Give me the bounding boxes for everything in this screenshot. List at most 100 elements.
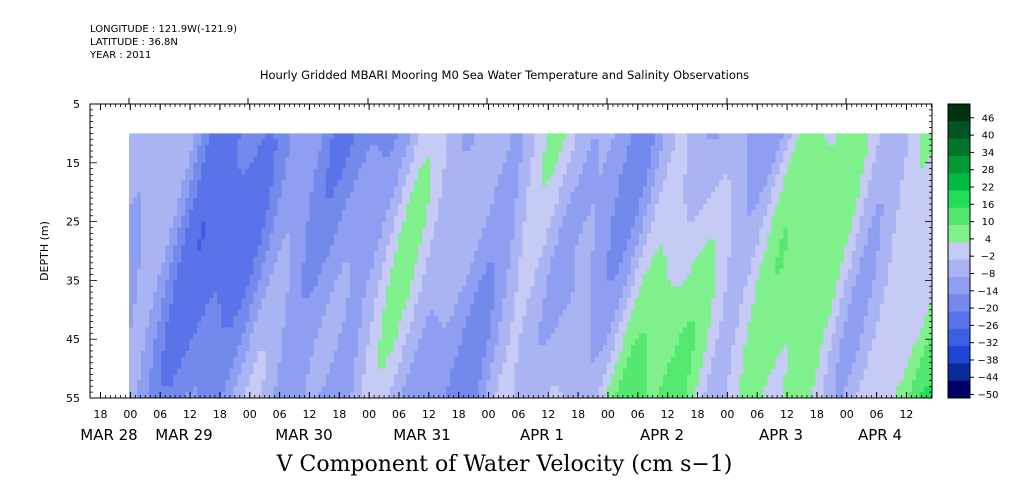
heatmap-cell <box>377 303 383 311</box>
heatmap-cell <box>161 168 166 175</box>
heatmap-cell <box>289 339 295 346</box>
heatmap-cell <box>281 168 286 175</box>
heatmap-cell <box>478 239 483 246</box>
heatmap-cell <box>490 339 495 346</box>
heatmap-cell <box>522 221 527 228</box>
heatmap-cell <box>522 356 527 364</box>
heatmap-cell <box>153 262 158 270</box>
heatmap-cell <box>534 321 539 328</box>
heatmap-cell <box>137 339 142 346</box>
heatmap-cell <box>133 174 138 181</box>
heatmap-cell <box>482 392 487 399</box>
heatmap-cell <box>430 315 435 322</box>
heatmap-cell <box>245 209 250 217</box>
heatmap-cell <box>398 192 403 199</box>
heatmap-cell <box>341 209 347 217</box>
heatmap-cell <box>221 362 226 369</box>
heatmap-cell <box>249 356 254 364</box>
heatmap-cell <box>402 256 407 264</box>
heatmap-cell <box>137 333 142 340</box>
heatmap-cell <box>229 239 234 246</box>
heatmap-cell <box>285 221 290 228</box>
heatmap-cell <box>229 198 234 205</box>
heatmap-cell <box>293 239 299 246</box>
heatmap-cell <box>373 251 379 258</box>
heatmap-cell <box>205 180 210 187</box>
heatmap-cell <box>293 245 299 252</box>
heatmap-cell <box>554 162 560 170</box>
heatmap-cell <box>205 315 210 322</box>
heatmap-cell <box>213 345 218 352</box>
heatmap-cell <box>438 392 443 399</box>
heatmap-cell <box>133 292 138 299</box>
heatmap-cell <box>430 233 435 240</box>
heatmap-cell <box>249 251 254 258</box>
heatmap-cell <box>193 256 198 264</box>
heatmap-cell <box>442 209 447 217</box>
heatmap-cell <box>454 309 459 317</box>
heatmap-cell <box>530 192 535 199</box>
heatmap-cell <box>149 239 154 246</box>
heatmap-cell <box>410 286 415 293</box>
heatmap-cell <box>458 392 463 399</box>
heatmap-cell <box>514 298 519 305</box>
heatmap-cell <box>177 239 182 246</box>
heatmap-cell <box>277 145 282 152</box>
heatmap-cell <box>313 303 319 311</box>
heatmap-cell <box>478 198 483 205</box>
heatmap-cell <box>353 256 359 264</box>
heatmap-cell <box>317 198 323 205</box>
heatmap-cell <box>373 309 379 317</box>
heatmap-cell <box>410 362 415 369</box>
heatmap-cell <box>217 227 222 234</box>
heatmap-cell <box>430 209 435 217</box>
heatmap-cell <box>538 298 543 305</box>
heatmap-cell <box>514 303 519 311</box>
heatmap-cell <box>297 292 303 299</box>
heatmap-cell <box>502 256 507 264</box>
heatmap-cell <box>173 286 178 293</box>
heatmap-cell <box>305 151 311 158</box>
heatmap-cell <box>414 309 419 317</box>
heatmap-cell <box>446 362 451 369</box>
heatmap-cell <box>373 333 379 340</box>
heatmap-cell <box>406 209 411 217</box>
heatmap-cell <box>317 339 323 346</box>
heatmap-cell <box>193 168 198 175</box>
heatmap-cell <box>514 362 519 369</box>
heatmap-cell <box>562 374 568 381</box>
heatmap-cell <box>490 292 495 299</box>
heatmap-cell <box>293 262 299 270</box>
heatmap-cell <box>297 174 303 181</box>
heatmap-cell <box>177 303 182 311</box>
heatmap-cell <box>329 139 335 146</box>
heatmap-cell <box>129 380 134 387</box>
heatmap-cell <box>482 298 487 305</box>
heatmap-cell <box>197 309 202 317</box>
heatmap-cell <box>502 368 507 375</box>
heatmap-cell <box>301 162 307 170</box>
heatmap-cell <box>177 180 182 187</box>
heatmap-cell <box>357 274 363 281</box>
heatmap-cell <box>430 274 435 281</box>
heatmap-cell <box>546 386 551 393</box>
heatmap-cell <box>273 315 278 322</box>
heatmap-cell <box>422 262 427 270</box>
heatmap-cell <box>486 315 491 322</box>
heatmap-cell <box>241 350 246 358</box>
heatmap-cell <box>538 239 543 246</box>
heatmap-cell <box>502 180 507 187</box>
heatmap-cell <box>365 215 371 222</box>
heatmap-cell <box>225 333 230 340</box>
heatmap-cell <box>361 345 367 352</box>
heatmap-cell <box>345 245 351 252</box>
heatmap-cell <box>510 215 515 222</box>
heatmap-cell <box>393 362 399 369</box>
heatmap-cell <box>538 245 543 252</box>
heatmap-cell <box>329 251 335 258</box>
heatmap-cell <box>349 315 355 322</box>
heatmap-cell <box>181 309 186 317</box>
heatmap-cell <box>313 368 319 375</box>
heatmap-cell <box>337 180 343 187</box>
heatmap-cell <box>369 192 375 199</box>
